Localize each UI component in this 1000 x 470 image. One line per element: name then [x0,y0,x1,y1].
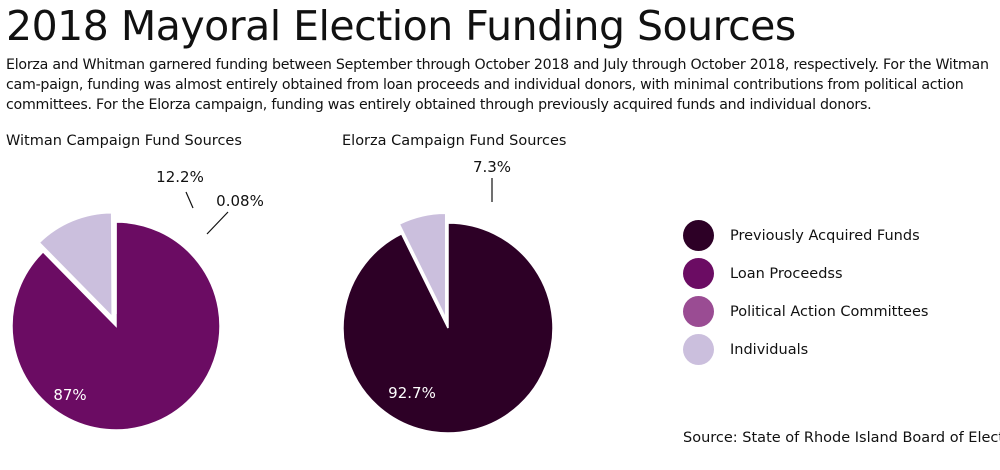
legend-label: Loan Proceedss [730,266,843,282]
data-label: 87% [53,386,86,404]
pie-slice-shape [11,221,221,431]
data-label: 12.2% [156,168,204,186]
legend-label: Previously Acquired Funds [730,228,920,244]
legend-label: Individuals [730,342,809,358]
leader-line [185,191,194,209]
pie-slice-political-action-committees [114,209,117,315]
data-label: 7.3% [473,158,511,176]
legend-swatch [683,296,714,327]
data-label: 0.08% [216,192,264,210]
pie-slice-previously-acquired-funds [342,222,554,434]
legend-swatch [683,258,714,289]
legend-swatch [683,334,714,365]
data-label: 92.7% [388,384,436,402]
legend-label: Political Action Committees [730,304,929,320]
pie-slice-shape [342,222,554,434]
pie-slice-individuals [398,212,447,319]
pie-slice-shape [114,209,117,315]
page-title: 2018 Mayoral Election Funding Sources [6,2,796,50]
pie-slice-loan-proceedss [11,221,221,431]
description: Elorza and Whitman garnered funding betw… [6,57,989,113]
pie-slice-individuals [38,212,113,319]
pie-slice-shape [38,212,113,319]
witman-chart-title: Witman Campaign Fund Sources [6,133,242,149]
leader-line [206,211,229,235]
source-note: Source: State of Rhode Island Board of E… [683,430,1000,446]
legend-swatch [683,220,714,251]
pie-slice-shape [398,212,447,319]
elorza-pie-chart: 92.7% 7.3% [342,158,554,434]
witman-pie-chart: 87% 12.2% 0.08% [11,168,264,431]
elorza-chart-title: Elorza Campaign Fund Sources [342,133,567,149]
